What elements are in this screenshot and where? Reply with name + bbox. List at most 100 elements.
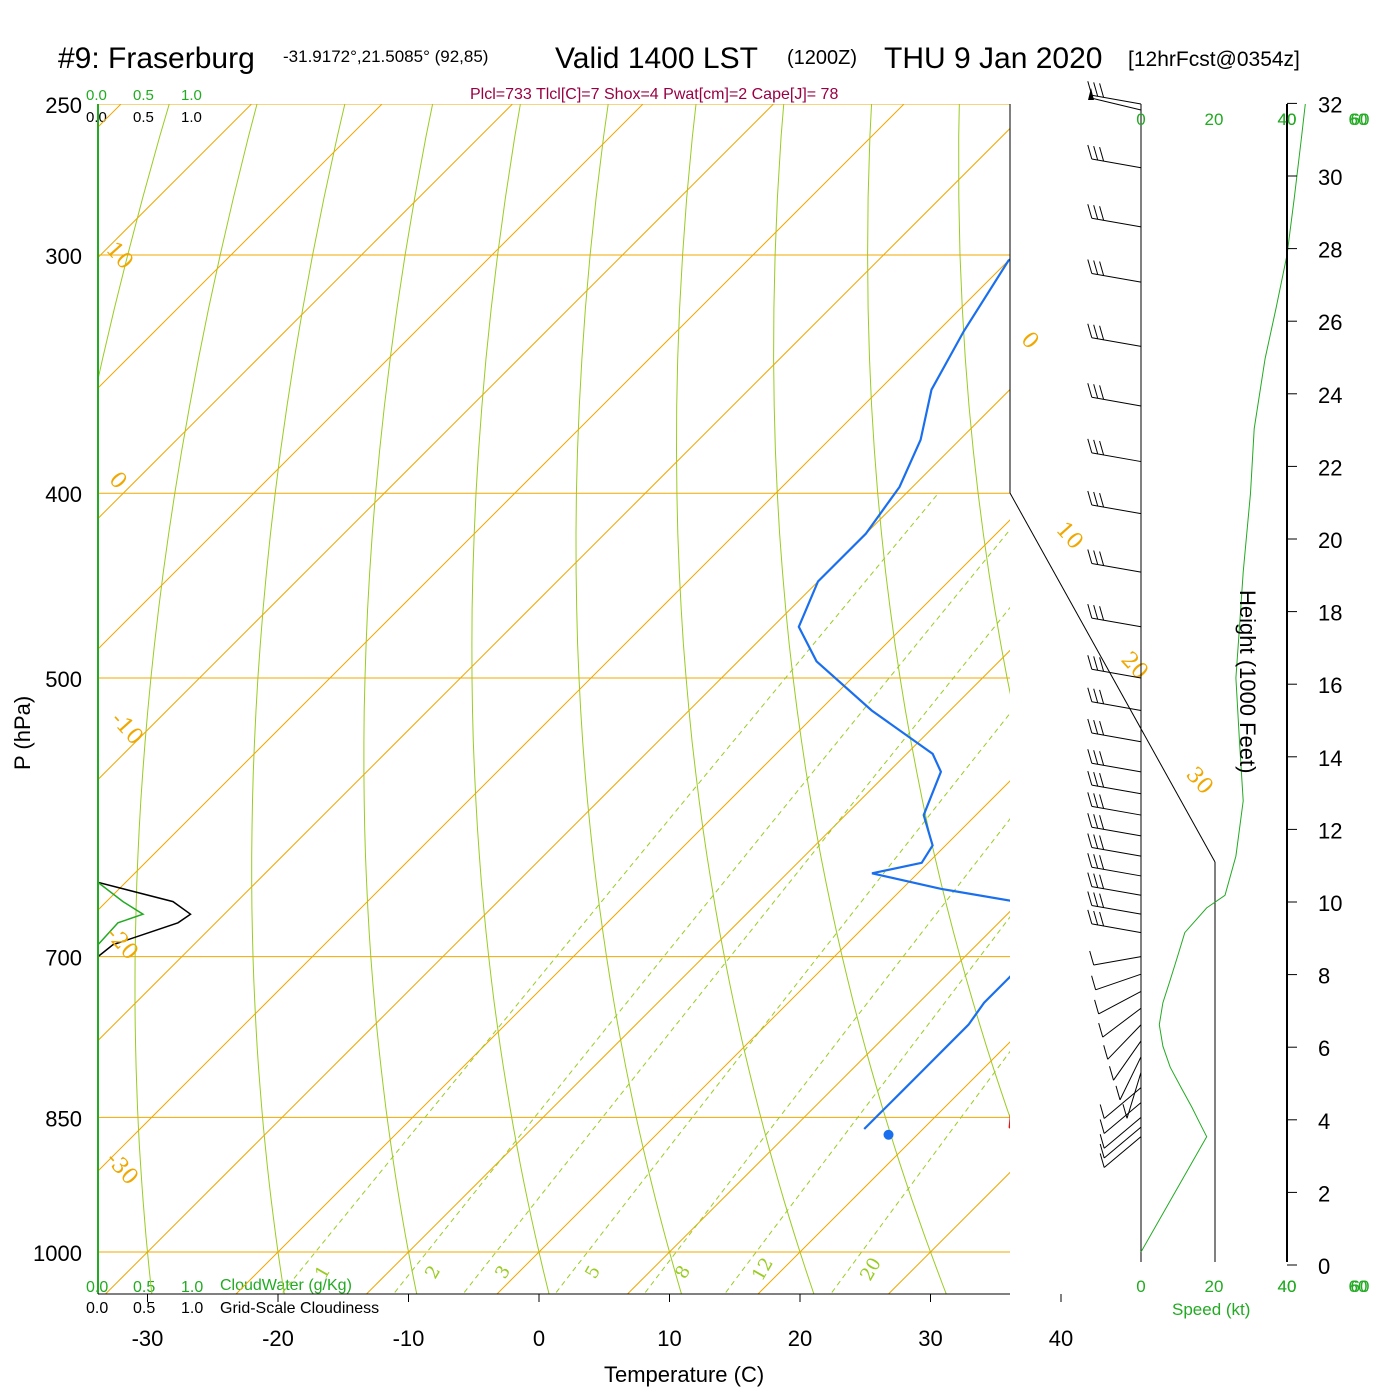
cloudwater-line <box>98 881 145 946</box>
cloudiness-scale-top: 0.0 0.5 1.0 <box>86 109 202 126</box>
isotherm <box>235 519 1010 1294</box>
dry-adiabat <box>867 104 1010 1119</box>
wind-barb-feather <box>1093 910 1099 926</box>
isotherm-label: 20 <box>1116 647 1153 685</box>
wind-barb-feather <box>1087 490 1093 506</box>
wind-barb <box>1091 668 1142 679</box>
wind-barb-feather <box>1099 772 1105 788</box>
forecast-run: [12hrFcst@0354z] <box>1128 48 1300 71</box>
wind-barb-feather <box>1099 440 1105 456</box>
wind-barb <box>1091 847 1142 857</box>
wind-barb <box>1091 905 1142 915</box>
wind-barb-feather <box>1099 720 1105 736</box>
dewpoint-line <box>797 258 1010 1130</box>
wind-tick-bottom: 60 <box>1351 1277 1370 1296</box>
isotherm <box>98 104 905 911</box>
dry-adiabat <box>1134 70 1400 1316</box>
wind-barb-feather <box>1094 999 1100 1015</box>
cloudwater-tick-top: 0.5 <box>133 87 154 104</box>
wind-barb <box>1091 396 1142 407</box>
mixing-ratio-line <box>555 712 1010 1293</box>
isotherm-labels: 10 0 -10 -20 -30 0 10 20 30 <box>101 237 1218 1190</box>
wind-barb-feather <box>1093 260 1099 275</box>
wind-barb <box>1103 1136 1142 1168</box>
wind-barb-feather <box>1087 655 1093 670</box>
wind-barb-feather <box>1122 1104 1128 1119</box>
dry-adiabat <box>134 104 258 1294</box>
dry-adiabat <box>1047 70 1355 1316</box>
wind-barb <box>1091 866 1142 877</box>
cloudwater-tick-top: 1.0 <box>181 87 202 104</box>
wind-barb-feather <box>1087 909 1093 925</box>
wind-barb-feather <box>1099 1134 1105 1149</box>
wind-barb-feather <box>1087 718 1093 734</box>
temperature-ticks: -30 -20 -10 0 10 20 30 40 <box>132 1294 1073 1351</box>
wind-barb-feather <box>1093 793 1099 808</box>
wind-barb-feather <box>1099 492 1105 508</box>
height-tick-label: 20 <box>1318 528 1342 553</box>
isotherm-label: 10 <box>1051 517 1088 555</box>
surface-temperature-dot <box>1023 1130 1033 1140</box>
pressure-tick-label: 250 <box>45 93 82 118</box>
wind-barb-feather <box>1087 603 1093 619</box>
wind-barb <box>1091 762 1142 773</box>
wind-barb-feather <box>1087 792 1093 807</box>
wind-barb-feather <box>1093 384 1099 399</box>
wind-barb-feather <box>1087 813 1093 828</box>
cloud-profile <box>98 881 192 958</box>
wind-barb-feather <box>1087 144 1093 160</box>
wind-barb-feather <box>1115 1085 1121 1101</box>
mixing-ratio-label: 12 <box>748 1254 778 1284</box>
wind-barb-feather <box>1099 794 1105 809</box>
wind-barb-feather <box>1093 814 1099 829</box>
wind-barb-feather <box>1093 205 1099 220</box>
mixing-ratio-line <box>831 1050 1010 1293</box>
cloudiness-tick-top: 0.5 <box>133 109 154 126</box>
wind-barb <box>1091 273 1142 283</box>
valid-time: Valid 1400 LST <box>555 42 758 75</box>
wind-tick-top: 60 <box>1349 110 1368 129</box>
height-tick-label: 0 <box>1318 1254 1330 1279</box>
wind-tick-top: 60 <box>1351 110 1370 129</box>
isotherm <box>98 258 1010 1172</box>
wind-tick-top: 20 <box>1205 110 1224 129</box>
height-tick-label: 16 <box>1318 673 1342 698</box>
cloudiness-tick-top: 0.0 <box>86 109 107 126</box>
wind-barb-feather <box>1099 1104 1105 1119</box>
dry-adiabat <box>958 104 1010 695</box>
temperature-tick-label: 40 <box>1049 1326 1073 1351</box>
wind-barb-feather <box>1099 261 1105 276</box>
height-tick-label: 6 <box>1318 1036 1330 1061</box>
isotherm <box>626 910 1010 1294</box>
wind-barb <box>1091 617 1142 628</box>
wind-barb-feather <box>1093 834 1099 849</box>
wind-barb <box>1119 1056 1142 1101</box>
height-tick-label: 24 <box>1318 383 1342 408</box>
dry-adiabat <box>471 104 550 1294</box>
isotherm-label: -20 <box>101 922 143 965</box>
temperature-tick-label: -30 <box>132 1326 164 1351</box>
mixing-ratio-labels: 1 2 3 5 8 12 20 <box>311 1254 886 1284</box>
wind-barb <box>1090 97 1142 111</box>
wind-barb <box>1091 805 1142 816</box>
cloudiness-tick-bottom: 0.0 <box>86 1300 108 1317</box>
pressure-tick-label: 400 <box>45 482 82 507</box>
wind-barb-feather <box>1099 751 1105 766</box>
y-axis-label: P (hPa) <box>10 696 35 770</box>
wind-barb <box>1091 337 1142 347</box>
wind-barb <box>1102 1007 1142 1038</box>
temperature-tick-label: 10 <box>657 1326 681 1351</box>
height-tick-label: 14 <box>1318 746 1342 771</box>
wind-barb <box>1091 826 1142 837</box>
wind-barb-feather <box>1087 770 1093 786</box>
dry-adiabat <box>773 104 947 1294</box>
cloudiness-tick-top: 1.0 <box>181 109 202 126</box>
wind-barb-feather <box>1087 687 1093 702</box>
wind-tick-bottom: 20 <box>1205 1277 1224 1296</box>
isotherm-label: 0 <box>1016 327 1044 354</box>
station-coords: -31.9172°,21.5085° (92,85) <box>283 47 488 66</box>
height-tick-label: 18 <box>1318 601 1342 626</box>
wind-barb-feather <box>1087 872 1093 887</box>
wind-barb-feather <box>1093 550 1099 565</box>
